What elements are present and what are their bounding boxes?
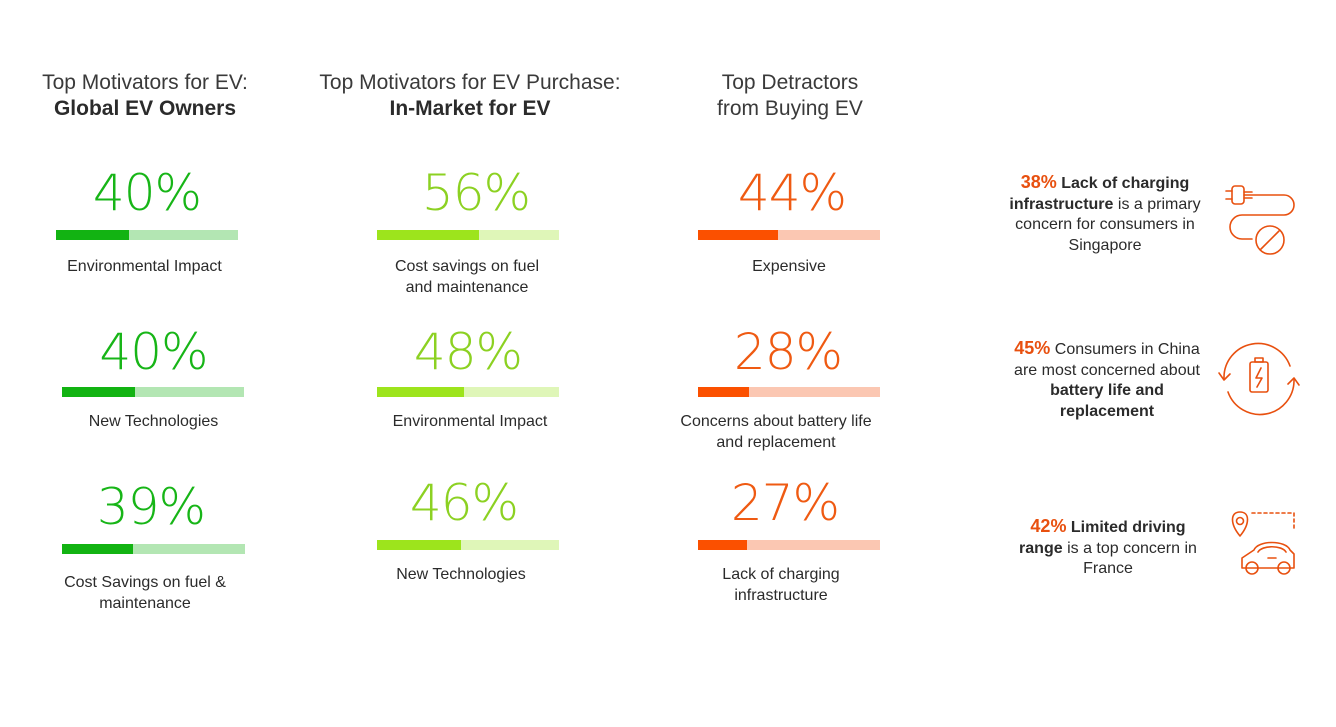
stat-bar (377, 387, 559, 397)
stat-market-cost: 56% Cost savings on fuel and maintenance (370, 168, 570, 298)
stat-bar (377, 230, 559, 240)
stat-value: 40% (92, 164, 202, 222)
callout-percent: 38% (1020, 172, 1057, 192)
stat-bar-fill (377, 387, 465, 397)
stat-bar (62, 544, 245, 554)
plug-no-charging-icon (1225, 185, 1295, 255)
column-title: Top Motivators for EV: (42, 71, 248, 94)
callout-singapore: 38% Lack of charging infrastructure is a… (1000, 172, 1210, 256)
stat-market-environmental: 48% Environmental Impact (370, 327, 570, 432)
stat-bar-fill (56, 230, 129, 240)
stat-value: 39% (96, 478, 206, 536)
stat-label: Lack of charging infrastructure (722, 566, 840, 604)
stat-detractor-battery: 28% Concerns about battery life and repl… (676, 327, 880, 453)
stat-bar-fill (62, 387, 135, 397)
stat-detractor-charging: 27% Lack of charging infrastructure (690, 478, 890, 606)
column-title-in-market: Top Motivators for EV Purchase: In-Marke… (300, 70, 640, 122)
column-title: Top Motivators for EV Purchase: (319, 71, 621, 94)
callout-text: Consumers in China are most concerned ab… (1014, 341, 1200, 379)
stat-value: 28% (733, 323, 843, 381)
stat-label: New Technologies (396, 566, 526, 583)
column-subtitle: from Buying EV (717, 97, 863, 120)
stat-label: Cost Savings on fuel & maintenance (64, 574, 226, 612)
column-title: Top Detractors (721, 71, 859, 94)
stat-value: 46% (409, 474, 519, 532)
stat-bar-fill (62, 544, 134, 554)
stat-bar (62, 387, 244, 397)
column-subtitle: Global EV Owners (53, 97, 237, 120)
stat-owners-technologies: 40% New Technologies (46, 327, 261, 432)
stat-market-technologies: 46% New Technologies (370, 478, 570, 585)
callout-percent: 45% (1014, 338, 1051, 358)
callout-percent: 42% (1030, 516, 1067, 536)
stat-label: Environmental Impact (392, 413, 548, 430)
stat-bar (698, 387, 880, 397)
stat-value: 44% (737, 164, 847, 222)
callout-china: 45% Consumers in China are most concerne… (1012, 338, 1202, 422)
callout-lead: Limited driving range (1019, 519, 1186, 557)
stat-value: 56% (421, 164, 531, 222)
column-subtitle: In-Market for EV (389, 97, 551, 120)
stat-value: 27% (730, 474, 840, 532)
stat-bar-fill (698, 387, 749, 397)
stat-bar (698, 540, 880, 550)
stat-owners-environmental: 40% Environmental Impact (42, 168, 252, 277)
stat-bar-fill (698, 540, 748, 550)
stat-bar (56, 230, 238, 240)
callout-text: is a top concern in France (1067, 539, 1197, 578)
stat-label: Concerns about battery life and replacem… (680, 413, 872, 451)
stat-detractor-expensive: 44% Expensive (690, 168, 890, 277)
column-title-owners: Top Motivators for EV: Global EV Owners (20, 70, 270, 122)
stat-bar-fill (377, 540, 461, 550)
callout-bold-text: battery life and replacement (1050, 382, 1164, 420)
stat-bar (698, 230, 880, 240)
stat-label: Environmental Impact (67, 258, 222, 275)
stat-label: New Technologies (88, 413, 219, 430)
stat-value: 40% (99, 323, 208, 381)
stat-bar-fill (698, 230, 779, 240)
stat-label: Cost savings on fuel and maintenance (394, 258, 540, 296)
stat-owners-cost: 39% Cost Savings on fuel & maintenance (46, 482, 256, 614)
callout-text: is a primary concern for consumers in Si… (1015, 195, 1201, 254)
car-location-route-icon (1231, 511, 1295, 575)
stat-label: Expensive (752, 258, 826, 275)
stat-value: 48% (413, 323, 523, 381)
column-title-detractors: Top Detractors from Buying EV (680, 70, 900, 122)
battery-cycle-icon (1218, 342, 1300, 416)
callout-lead: Lack of charging infrastructure (1009, 175, 1190, 213)
callout-france: 42% Limited driving range is a top conce… (1010, 516, 1206, 580)
stat-bar (377, 540, 559, 550)
stat-bar-fill (377, 230, 479, 240)
